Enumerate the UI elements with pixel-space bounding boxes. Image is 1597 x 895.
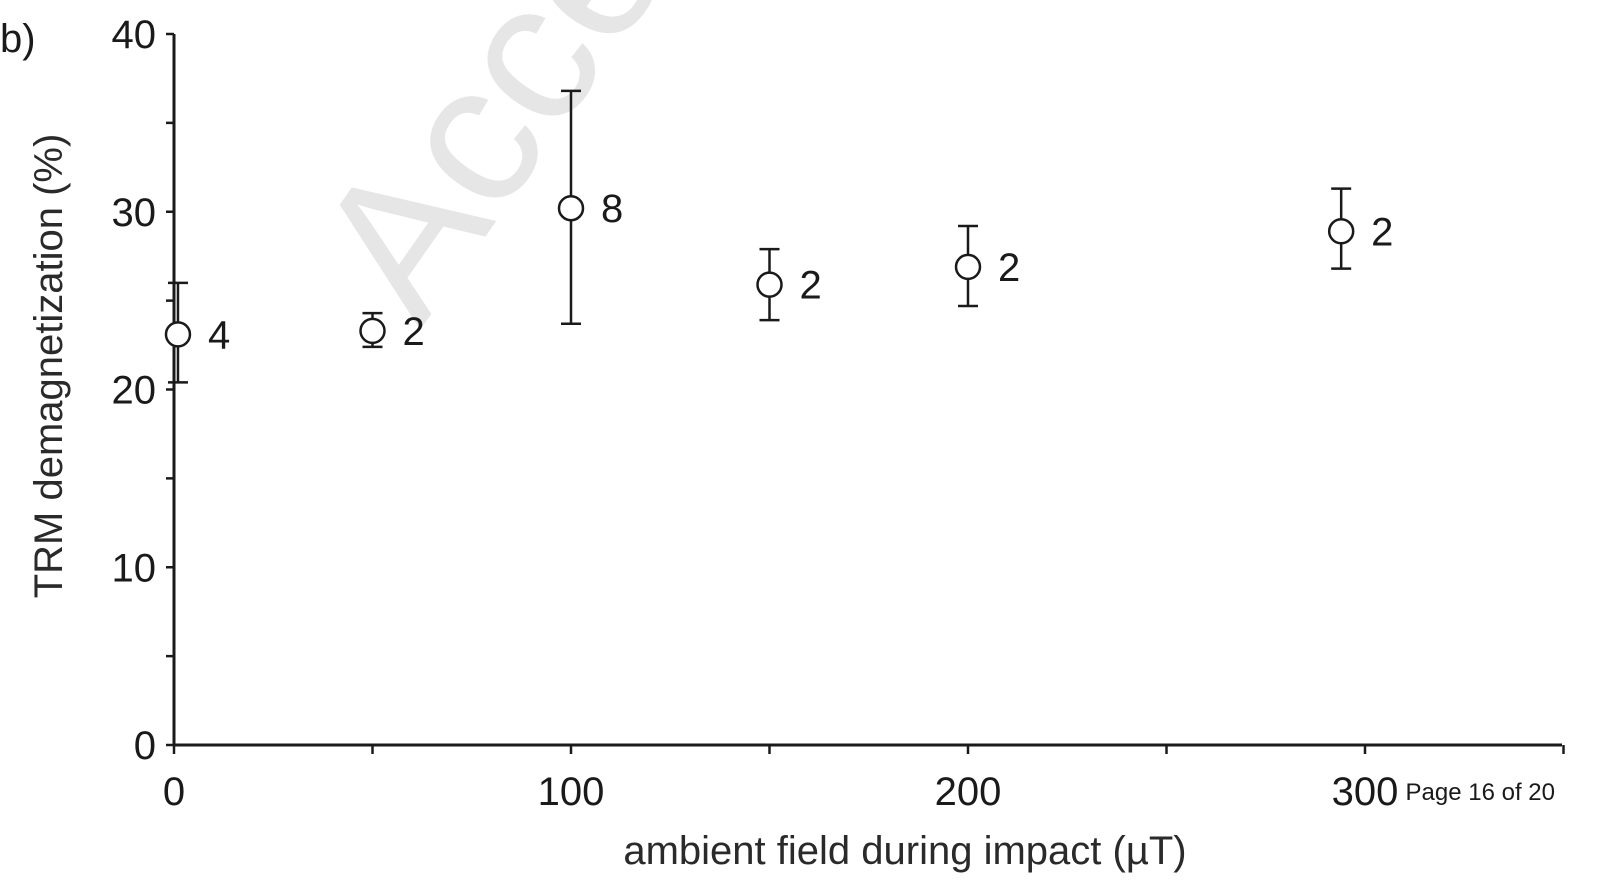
sample-count-label: 4 [208,313,230,357]
point-marker [164,321,192,348]
sample-count-label: 2 [800,264,822,308]
x-ticks: 0 100 200 300 [163,745,1565,814]
data-point: 4 [164,281,230,384]
data-point: 2 [954,224,1020,308]
point-marker [557,194,585,222]
sample-count-label: 2 [998,246,1020,290]
sample-count-label: 2 [403,310,425,354]
data-point: 2 [359,310,425,354]
data-marks: 4 2 8 2 2 2 [164,89,1393,384]
y-ticks: 0 10 20 30 40 [112,13,174,768]
y-tick-label: 10 [112,546,157,590]
sample-count-label: 8 [601,187,623,231]
y-tick-label: 0 [134,724,156,768]
y-tick-label: 30 [112,191,157,235]
point-marker [954,253,982,281]
x-tick-label: 200 [935,770,1002,814]
x-tick-label: 0 [163,770,185,814]
panel-label: b) [0,17,36,61]
page-footer: Page 16 of 20 [1406,779,1555,806]
x-tick-label: 100 [538,770,605,814]
y-tick-label: 40 [112,13,157,57]
point-marker [1327,218,1355,245]
x-axis-title: ambient field during impact (µT) [623,829,1186,873]
x-tick-label: 300 [1332,770,1399,814]
data-point: 2 [1327,187,1393,270]
y-tick-label: 20 [112,369,157,413]
y-axis-title: TRM demagnetization (%) [27,134,71,599]
sample-count-label: 2 [1371,210,1393,254]
data-point: 8 [557,89,623,325]
point-marker [359,317,386,345]
data-point: 2 [756,247,822,322]
point-marker [756,271,783,298]
